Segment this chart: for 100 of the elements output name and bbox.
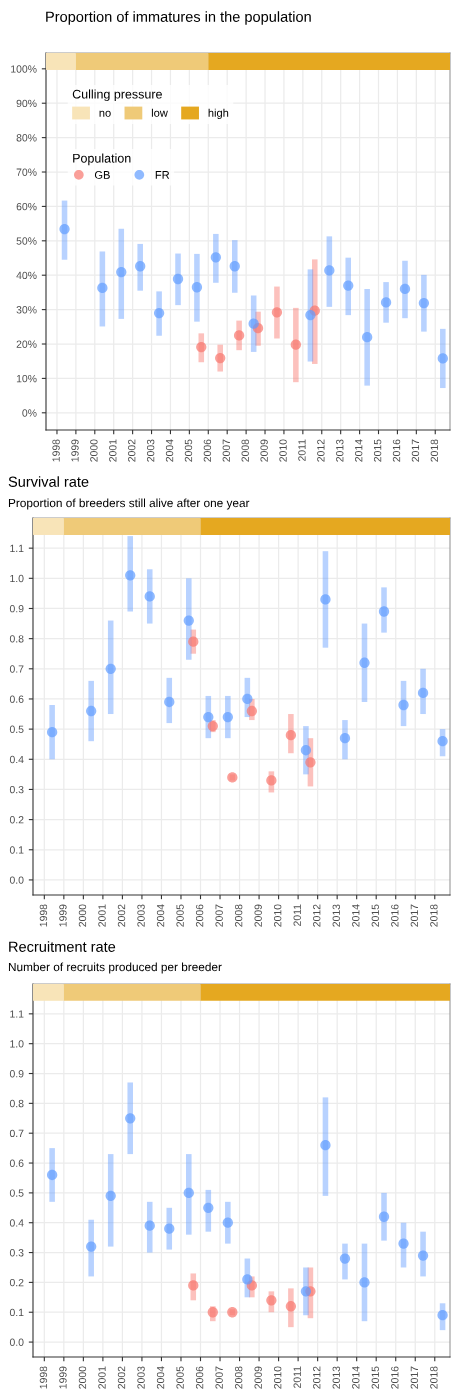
x-tick-label: 2016 (392, 439, 401, 462)
x-tick-label: 2012 (317, 439, 325, 462)
x-tick-label: 2011 (293, 1366, 301, 1388)
y-tick-label: 1.0 (10, 1040, 24, 1048)
chart-subtitle: Proportion of breeders still alive after one year (8, 498, 250, 510)
x-tick-label: 2001 (109, 439, 117, 462)
y-tick-label: 0.9 (9, 1070, 24, 1078)
x-tick-label: 2006 (195, 1366, 204, 1389)
chart-title: Proportion of immatures in the population (46, 11, 311, 25)
legend-label: low (151, 108, 168, 117)
x-tick-label: 2018 (430, 439, 439, 462)
x-tick-label: 2010 (274, 1366, 282, 1389)
x-tick-label: 2002 (117, 904, 126, 927)
y-tick-label: 20% (16, 340, 37, 348)
y-tick-label: 0.3 (9, 785, 24, 794)
x-tick-label: 2000 (78, 1366, 87, 1389)
y-tick-label: 0.4 (9, 755, 24, 764)
x-tick-label: 2015 (371, 1366, 379, 1389)
x-tick-label: 2003 (146, 439, 155, 462)
x-tick-label: 2010 (279, 439, 287, 462)
x-tick-label: 2004 (156, 904, 165, 927)
x-tick-label: 2017 (410, 904, 419, 927)
x-tick-label: 2000 (78, 904, 87, 927)
x-tick-label: 2007 (215, 1366, 223, 1389)
y-tick-label: 80% (16, 134, 37, 142)
x-tick-label: 2006 (195, 904, 204, 927)
x-tick-label: 2017 (410, 1366, 419, 1389)
x-tick-label: 2006 (203, 439, 212, 462)
y-tick-label: 0.2 (9, 1278, 24, 1287)
legend-label: FR (155, 171, 170, 179)
x-tick-label: 1999 (71, 439, 79, 462)
x-tick-label: 2018 (430, 904, 438, 927)
y-tick-label: 0.5 (9, 725, 24, 733)
x-tick-label: 2014 (352, 904, 360, 927)
y-tick-label: 100% (11, 65, 37, 73)
y-tick-label: 0.5 (9, 1189, 24, 1197)
x-tick-label: 2011 (293, 904, 301, 926)
y-tick-label: 0.6 (9, 695, 24, 703)
y-tick-label: 40% (16, 271, 37, 280)
y-tick-label: 0.6 (9, 1159, 24, 1167)
legend-label: GB (94, 170, 110, 179)
chart-title: Survival rate (8, 476, 89, 487)
y-tick-label: 0.2 (9, 816, 24, 824)
x-tick-label: 2016 (391, 904, 399, 927)
x-tick-label: 2005 (176, 904, 184, 927)
x-tick-label: 2009 (254, 1366, 262, 1389)
x-tick-label: 2015 (371, 904, 379, 927)
x-tick-label: 2012 (313, 1366, 321, 1389)
y-tick-label: 30% (16, 306, 37, 314)
x-tick-label: 2011 (298, 439, 306, 461)
x-tick-label: 2014 (352, 1366, 360, 1389)
y-tick-label: 0.0 (9, 1338, 24, 1346)
x-tick-label: 2005 (184, 439, 193, 462)
x-tick-label: 2015 (373, 439, 382, 462)
x-tick-label: 2013 (336, 439, 344, 462)
x-tick-label: 2013 (332, 1366, 340, 1389)
x-tick-label: 2005 (176, 1366, 184, 1389)
x-tick-label: 2004 (165, 439, 174, 462)
y-tick-label: 1.0 (10, 574, 24, 583)
x-tick-label: 1998 (52, 439, 60, 462)
y-tick-label: 0% (22, 409, 37, 417)
x-tick-label: 2017 (411, 439, 420, 462)
x-tick-label: 2001 (98, 1366, 106, 1389)
x-tick-label: 2016 (391, 1366, 399, 1389)
x-tick-label: 2007 (215, 904, 223, 927)
x-tick-label: 2007 (222, 439, 230, 462)
x-tick-label: 2004 (156, 1366, 165, 1389)
y-tick-label: 0.8 (9, 1099, 24, 1108)
legend-title: Population (73, 153, 131, 166)
legend-label: high (208, 108, 229, 120)
y-tick-label: 0.7 (9, 1129, 24, 1138)
chart-subtitle: Number of recruits produced per breeder (8, 962, 222, 974)
x-tick-label: 2002 (117, 1366, 126, 1389)
x-tick-label: 2008 (241, 439, 249, 462)
y-tick-label: 60% (16, 202, 37, 211)
x-tick-label: 2018 (430, 1366, 438, 1389)
y-tick-label: 0.1 (9, 1308, 24, 1317)
y-tick-label: 0.1 (9, 846, 24, 854)
y-tick-label: 0.4 (9, 1219, 24, 1227)
x-tick-label: 2000 (90, 439, 98, 462)
annotation: Culling pressure (72, 89, 162, 102)
y-tick-label: 1.1 (10, 1010, 24, 1018)
y-tick-label: 90% (16, 99, 37, 108)
x-tick-label: 1998 (39, 904, 48, 927)
y-tick-label: 0.7 (9, 665, 24, 673)
x-tick-label: 2008 (234, 1366, 243, 1389)
x-tick-label: 2001 (98, 904, 106, 927)
x-tick-label: 2003 (137, 1366, 145, 1389)
y-tick-label: 0.3 (9, 1249, 24, 1257)
x-tick-label: 2010 (274, 904, 282, 927)
y-tick-label: 10% (16, 374, 37, 383)
x-tick-label: 2012 (313, 904, 321, 927)
x-tick-label: 2009 (254, 904, 262, 927)
y-tick-label: 1.1 (10, 544, 24, 552)
y-tick-label: 0.0 (9, 876, 24, 884)
y-tick-label: 0.8 (9, 635, 24, 643)
x-tick-label: 1998 (39, 1366, 48, 1389)
x-tick-label: 2009 (260, 439, 268, 462)
x-tick-label: 1999 (59, 1366, 67, 1389)
y-tick-label: 70% (16, 168, 37, 176)
